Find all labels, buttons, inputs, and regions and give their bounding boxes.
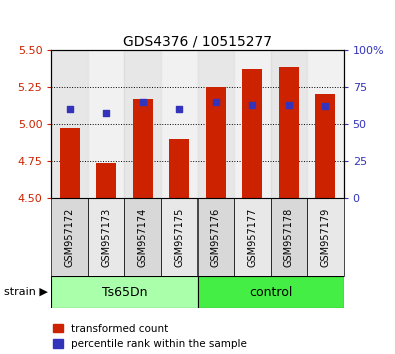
Point (103, 111, 109, 116)
Point (176, 106, 182, 112)
Bar (88, 198, 124, 276)
Bar (124, 198, 161, 276)
Text: strain ▶: strain ▶ (4, 287, 47, 297)
Bar (307, 50, 344, 198)
Text: GSM957177: GSM957177 (247, 207, 257, 267)
Bar (133, 99, 153, 198)
Text: GSM957175: GSM957175 (174, 207, 184, 267)
Bar (271, 198, 307, 276)
Text: GSM957176: GSM957176 (211, 207, 221, 267)
Bar (88, 50, 124, 198)
Bar (161, 50, 198, 198)
Point (286, 102, 292, 107)
Bar (198, 276, 344, 308)
Bar (51, 50, 88, 198)
Point (213, 99, 219, 104)
Text: Ts65Dn: Ts65Dn (102, 286, 147, 298)
Bar (51, 276, 198, 308)
Text: GSM957174: GSM957174 (138, 207, 148, 267)
Bar (271, 50, 307, 198)
Legend: transformed count, percentile rank within the sample: transformed count, percentile rank withi… (53, 324, 247, 349)
Text: control: control (249, 286, 292, 298)
Bar (96, 162, 116, 198)
Bar (60, 129, 80, 198)
Bar (206, 87, 226, 198)
Bar (234, 198, 271, 276)
Bar (315, 94, 335, 198)
Title: GDS4376 / 10515277: GDS4376 / 10515277 (123, 34, 272, 48)
Bar (279, 67, 299, 198)
Bar (161, 198, 198, 276)
Text: GSM957179: GSM957179 (320, 207, 330, 267)
Bar (169, 139, 189, 198)
Bar (51, 198, 88, 276)
Text: GSM957178: GSM957178 (284, 207, 294, 267)
Bar (307, 198, 344, 276)
Bar (234, 50, 271, 198)
Point (322, 103, 329, 109)
Text: GSM957173: GSM957173 (101, 207, 111, 267)
Bar (198, 198, 234, 276)
Point (66, 106, 73, 112)
Point (249, 102, 256, 107)
Bar (124, 50, 161, 198)
Text: GSM957172: GSM957172 (65, 207, 75, 267)
Point (139, 99, 146, 104)
Bar (198, 50, 234, 198)
Bar (242, 69, 262, 198)
